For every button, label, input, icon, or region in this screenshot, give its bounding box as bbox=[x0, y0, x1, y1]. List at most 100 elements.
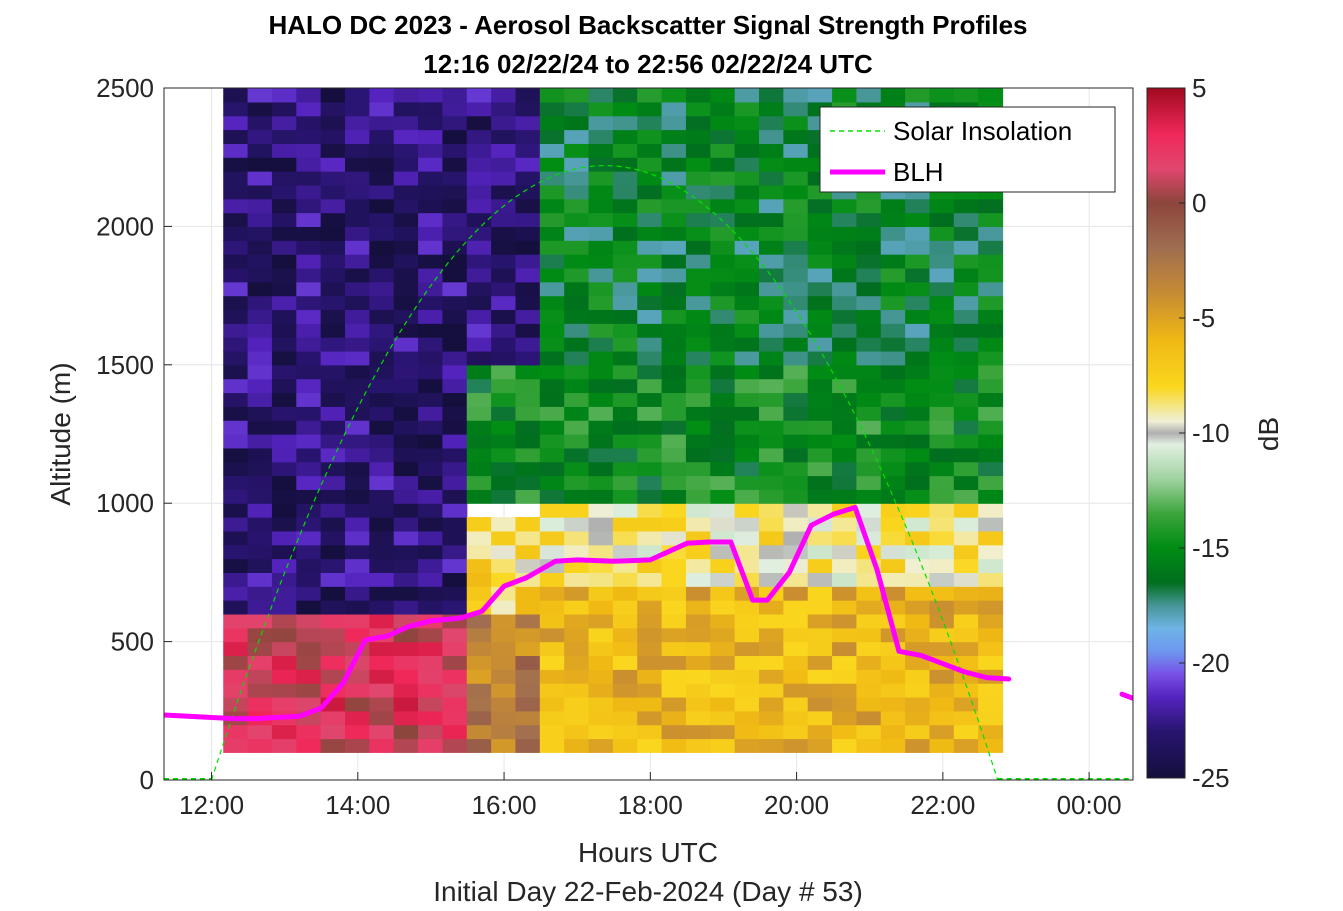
heatmap-cell bbox=[637, 157, 663, 172]
heatmap-cell bbox=[223, 212, 249, 227]
heatmap-cell bbox=[710, 669, 736, 684]
heatmap-cell bbox=[320, 738, 346, 753]
heatmap-cell bbox=[734, 696, 760, 712]
heatmap-cell bbox=[466, 101, 492, 117]
heatmap-cell bbox=[491, 627, 517, 643]
heatmap-cell bbox=[320, 503, 346, 518]
heatmap-cell bbox=[661, 254, 687, 269]
heatmap-cell bbox=[661, 696, 687, 712]
heatmap-cell bbox=[759, 406, 784, 421]
heatmap-cell bbox=[759, 115, 784, 131]
heatmap-cell bbox=[247, 489, 273, 504]
heatmap-cell bbox=[539, 378, 565, 394]
heatmap-cell bbox=[223, 558, 249, 573]
heatmap-cell bbox=[612, 503, 638, 518]
heatmap-cell bbox=[320, 613, 346, 629]
heatmap-cell bbox=[685, 738, 711, 753]
heatmap-cell bbox=[271, 309, 297, 324]
heatmap-cell bbox=[685, 475, 711, 490]
heatmap-cell bbox=[418, 281, 444, 297]
heatmap-cell bbox=[783, 115, 809, 131]
heatmap-cell bbox=[345, 101, 370, 117]
heatmap-cell bbox=[588, 115, 614, 131]
heatmap-cell bbox=[685, 281, 711, 297]
heatmap-cell bbox=[369, 475, 395, 490]
heatmap-cell bbox=[710, 88, 736, 103]
heatmap-cell bbox=[734, 420, 760, 435]
heatmap-cell bbox=[880, 378, 906, 394]
heatmap-cell bbox=[539, 392, 565, 407]
heatmap-cell bbox=[710, 143, 736, 158]
heatmap-cell bbox=[905, 613, 931, 629]
heatmap-cell bbox=[734, 171, 760, 186]
heatmap-cell bbox=[539, 226, 565, 241]
colorbar-gradient bbox=[1146, 87, 1186, 779]
heatmap-cell bbox=[345, 530, 370, 546]
heatmap-cell bbox=[880, 489, 906, 504]
heatmap-cell bbox=[539, 143, 565, 158]
heatmap-cell bbox=[807, 420, 833, 435]
heatmap-cell bbox=[880, 530, 906, 546]
heatmap-cell bbox=[491, 143, 517, 158]
heatmap-cell bbox=[418, 378, 444, 394]
heatmap-cell bbox=[466, 295, 492, 311]
heatmap-cell bbox=[929, 337, 955, 352]
heatmap-cell bbox=[807, 406, 833, 421]
heatmap-cell bbox=[247, 696, 273, 712]
heatmap-cell bbox=[515, 198, 541, 214]
heatmap-cell bbox=[905, 517, 931, 532]
heatmap-cell bbox=[466, 420, 492, 435]
heatmap-cell bbox=[783, 600, 809, 615]
heatmap-cell bbox=[661, 586, 687, 601]
heatmap-cell bbox=[491, 669, 517, 684]
heatmap-cell bbox=[953, 406, 979, 421]
heatmap-cell bbox=[856, 669, 882, 684]
heatmap-cell bbox=[661, 101, 687, 117]
heatmap-cell bbox=[637, 267, 663, 283]
heatmap-cell bbox=[978, 586, 1004, 601]
heatmap-cell bbox=[345, 738, 370, 753]
heatmap-cell bbox=[345, 517, 370, 532]
heatmap-cell bbox=[759, 613, 784, 629]
heatmap-cell bbox=[661, 350, 687, 366]
heatmap-cell bbox=[832, 586, 858, 601]
heatmap-cell bbox=[661, 669, 687, 684]
heatmap-cell bbox=[393, 157, 419, 172]
heatmap-cell bbox=[564, 434, 590, 449]
heatmap-cell bbox=[539, 267, 565, 283]
heatmap-cell bbox=[759, 129, 784, 144]
heatmap-cell bbox=[539, 129, 565, 144]
heatmap-cell bbox=[710, 710, 736, 726]
heatmap-cell bbox=[807, 530, 833, 546]
heatmap-cell bbox=[247, 738, 273, 753]
heatmap-cell bbox=[320, 475, 346, 490]
heatmap-cell bbox=[393, 115, 419, 131]
heatmap-cell bbox=[418, 88, 444, 103]
heatmap-cell bbox=[612, 683, 638, 698]
heatmap-cell bbox=[759, 212, 784, 227]
heatmap-cell bbox=[491, 364, 517, 380]
heatmap-cell bbox=[710, 281, 736, 297]
heatmap-cell bbox=[320, 337, 346, 352]
heatmap-cell bbox=[661, 641, 687, 657]
heatmap-cell bbox=[929, 281, 955, 297]
heatmap-cell bbox=[856, 267, 882, 283]
heatmap-cell bbox=[539, 517, 565, 532]
heatmap-cell bbox=[247, 143, 273, 158]
heatmap-cell bbox=[978, 309, 1004, 324]
heatmap-cell bbox=[515, 281, 541, 297]
heatmap-cell bbox=[783, 475, 809, 490]
heatmap-cell bbox=[710, 309, 736, 324]
heatmap-cell bbox=[734, 724, 760, 740]
heatmap-cell bbox=[637, 392, 663, 407]
heatmap-cell bbox=[271, 641, 297, 657]
heatmap-cell bbox=[929, 669, 955, 684]
heatmap-cell bbox=[953, 240, 979, 255]
heatmap-cell bbox=[320, 434, 346, 449]
heatmap-cell bbox=[929, 406, 955, 421]
heatmap-cell bbox=[320, 240, 346, 255]
heatmap-cell bbox=[539, 683, 565, 698]
heatmap-cell bbox=[271, 240, 297, 255]
heatmap-cell bbox=[418, 171, 444, 186]
heatmap-cell bbox=[320, 378, 346, 394]
